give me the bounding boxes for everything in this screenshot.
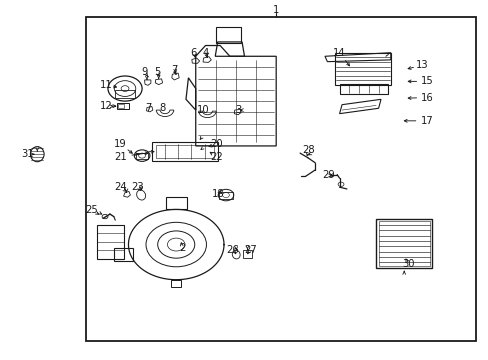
- Text: 16: 16: [420, 93, 433, 103]
- Text: 3: 3: [235, 105, 241, 115]
- Bar: [334, 53, 390, 85]
- Bar: [378, 221, 429, 266]
- Bar: [86, 17, 475, 341]
- Text: 5: 5: [154, 67, 160, 77]
- Bar: [243, 249, 251, 258]
- Text: 2: 2: [179, 243, 185, 253]
- Text: 7: 7: [171, 65, 177, 75]
- Text: 20: 20: [209, 139, 222, 149]
- Text: 11: 11: [100, 80, 112, 90]
- Text: 18: 18: [212, 189, 224, 199]
- Text: 10: 10: [197, 105, 209, 115]
- Text: 4: 4: [203, 48, 209, 58]
- Bar: [117, 103, 129, 109]
- Bar: [152, 142, 217, 161]
- Text: 7: 7: [144, 103, 151, 113]
- Text: 14: 14: [333, 48, 345, 58]
- Text: 13: 13: [415, 60, 428, 70]
- Text: 19: 19: [114, 139, 127, 149]
- Bar: [165, 197, 186, 210]
- Bar: [339, 84, 387, 94]
- Text: 25: 25: [85, 206, 98, 216]
- Text: 6: 6: [190, 48, 197, 58]
- Bar: [375, 220, 431, 268]
- Bar: [118, 104, 124, 108]
- Text: 8: 8: [159, 103, 165, 113]
- Text: 24: 24: [114, 182, 127, 192]
- Bar: [156, 145, 213, 158]
- Text: 30: 30: [402, 259, 414, 269]
- Text: 21: 21: [114, 152, 127, 162]
- Bar: [136, 153, 148, 159]
- Text: 26: 26: [226, 245, 239, 255]
- Text: 29: 29: [321, 170, 334, 180]
- Bar: [216, 27, 240, 42]
- Text: 15: 15: [420, 76, 433, 86]
- Bar: [219, 192, 232, 199]
- Text: 17: 17: [420, 116, 433, 126]
- Bar: [115, 90, 135, 98]
- Text: 27: 27: [244, 245, 256, 255]
- Text: 22: 22: [209, 152, 222, 162]
- Text: 9: 9: [142, 67, 148, 77]
- Text: 23: 23: [131, 182, 144, 192]
- Text: 1: 1: [272, 5, 279, 15]
- Text: 12: 12: [100, 102, 112, 112]
- Text: 28: 28: [302, 144, 315, 154]
- Text: 31: 31: [21, 149, 34, 159]
- Bar: [97, 225, 123, 259]
